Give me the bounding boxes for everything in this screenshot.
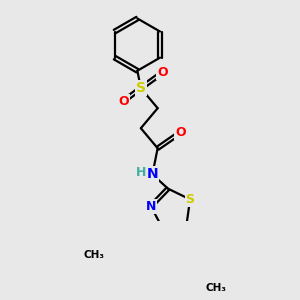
Text: O: O bbox=[157, 66, 168, 79]
Text: S: S bbox=[186, 193, 195, 206]
Text: CH₃: CH₃ bbox=[84, 250, 105, 260]
Text: H: H bbox=[136, 166, 146, 179]
Text: O: O bbox=[175, 126, 186, 139]
Text: S: S bbox=[136, 81, 146, 95]
Text: O: O bbox=[118, 95, 129, 108]
Text: CH₃: CH₃ bbox=[206, 283, 227, 293]
Text: N: N bbox=[147, 167, 158, 182]
Text: N: N bbox=[146, 200, 156, 213]
